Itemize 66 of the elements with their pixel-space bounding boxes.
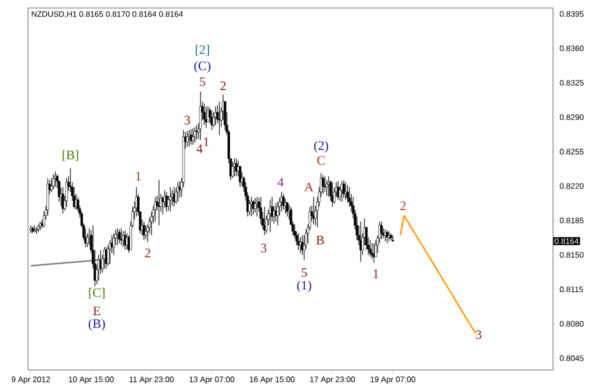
candlestick	[112, 232, 116, 256]
candlestick	[118, 228, 121, 244]
candlestick	[252, 199, 255, 215]
candlestick	[194, 126, 196, 144]
candlestick	[176, 182, 180, 202]
candlestick	[154, 196, 156, 222]
annotation: 4	[196, 144, 203, 153]
candlestick	[169, 186, 172, 212]
candlestick	[297, 232, 300, 250]
candlestick	[144, 225, 148, 240]
annotation: C	[317, 156, 325, 165]
candlestick	[342, 180, 345, 198]
candlestick	[254, 198, 256, 213]
candlestick	[158, 180, 160, 226]
candlestick	[178, 180, 181, 198]
candlestick	[86, 232, 89, 248]
candlestick	[348, 186, 351, 208]
annotation: 2	[400, 201, 406, 210]
candlestick	[35, 227, 38, 235]
candlestick	[326, 180, 328, 196]
candlestick	[65, 178, 68, 208]
candlestick	[368, 240, 372, 258]
candlestick	[124, 230, 126, 250]
annotation: [B]	[62, 150, 78, 161]
candlestick	[190, 128, 192, 146]
annotation: 3	[476, 330, 482, 339]
annotation: 4	[278, 178, 284, 186]
candlestick	[322, 174, 324, 194]
annotation: 5	[302, 268, 307, 277]
annotation: 5	[200, 77, 206, 86]
candlestick	[380, 221, 383, 240]
candlestick	[142, 221, 146, 240]
candlestick	[203, 103, 206, 126]
candlestick	[370, 242, 374, 260]
candlestick	[199, 91, 202, 140]
annotation: (C)	[194, 61, 210, 73]
annotation: 1	[374, 269, 378, 278]
candlestick	[276, 201, 280, 226]
candlestick	[282, 194, 285, 210]
candlestick	[52, 174, 55, 190]
annotation: (B)	[88, 318, 105, 331]
candlestick	[218, 101, 221, 136]
candlestick	[192, 128, 194, 146]
candlestick	[286, 201, 288, 217]
candlestick	[165, 192, 168, 212]
candlestick	[324, 176, 326, 192]
annotation: 2	[220, 81, 226, 90]
candlestick	[346, 184, 349, 204]
annotation: 2	[145, 248, 150, 258]
candlestick	[231, 161, 234, 179]
candlestick	[312, 196, 315, 225]
annotation: 3	[184, 116, 190, 124]
candlestick	[336, 180, 340, 200]
annotation: [C]	[89, 288, 104, 299]
annotation: A	[304, 182, 314, 192]
annotation: (1)	[297, 280, 312, 292]
annotation: 1	[136, 172, 141, 180]
candlestick	[186, 130, 189, 148]
annotation: E	[93, 306, 100, 316]
annotation: [2]	[196, 44, 209, 56]
candlestick	[120, 228, 123, 246]
annotation: 1	[204, 138, 209, 146]
annotation: B	[316, 236, 324, 244]
annotation: (2)	[314, 140, 328, 153]
candlestick	[195, 124, 198, 140]
annotation: 3	[261, 244, 266, 252]
